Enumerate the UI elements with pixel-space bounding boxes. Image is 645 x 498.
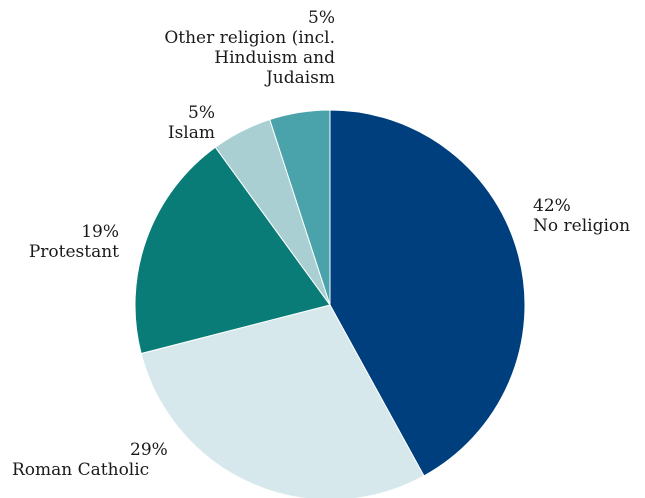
label-other-religion-line-2: Hinduism and [214,48,335,68]
label-roman-catholic: 29% Roman Catholic [12,440,168,480]
label-protestant: 19% Protestant [29,222,119,262]
slice-other-religion [269,109,331,306]
label-protestant-name: Protestant [28,242,119,262]
label-other-religion-value: 5% [308,8,335,28]
slice-no-religion [329,109,526,477]
label-islam-name: Islam [167,123,215,143]
slice-roman-catholic [140,304,425,498]
label-other-religion: 5% Other religion (incl. Hinduism and Ju… [164,8,335,88]
label-protestant-value: 19% [81,222,119,242]
label-no-religion-value: 42% [533,196,571,216]
label-other-religion-line-3: Judaism [265,68,335,88]
label-no-religion-name: No religion [533,216,631,236]
label-islam: 5% Islam [168,103,215,143]
label-other-religion-line-1: Other religion (incl. [164,28,335,48]
slice-protestant [134,146,331,355]
label-islam-value: 5% [188,103,215,123]
label-roman-catholic-name: Roman Catholic [12,460,150,480]
label-no-religion: 42% No religion [533,196,630,236]
label-roman-catholic-value: 29% [130,440,168,460]
